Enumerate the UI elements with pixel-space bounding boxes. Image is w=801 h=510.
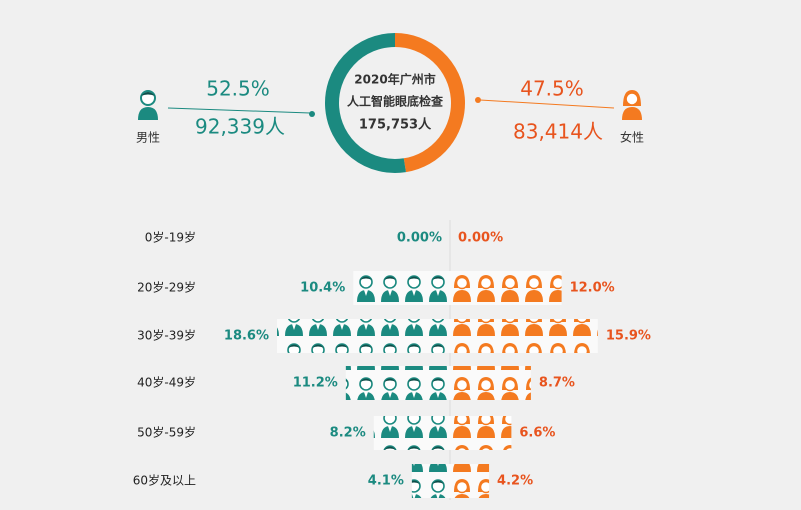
value-label: 12.0% [570, 281, 615, 296]
total: 175,753人 [359, 117, 432, 133]
female-count: 83,414人 [513, 120, 603, 144]
pictogram-bar [277, 319, 450, 353]
value-label: 15.9% [606, 329, 651, 344]
female-icon [622, 90, 642, 120]
pictogram-bar [450, 366, 531, 400]
pictogram-bar [450, 271, 562, 305]
age-label: 20岁-29岁 [137, 280, 196, 295]
pictogram-bar [411, 464, 450, 498]
male-count: 92,339人 [195, 115, 285, 139]
male-connector [167, 107, 311, 114]
male-share: 52.5% [206, 77, 270, 101]
age-label: 0岁-19岁 [145, 230, 196, 245]
value-label: 10.4% [300, 281, 345, 296]
value-label: 8.7% [539, 376, 575, 391]
female-connector [479, 99, 615, 109]
value-label: 11.2% [293, 376, 338, 391]
age-label: 40岁-49岁 [137, 375, 196, 390]
value-label: 4.1% [368, 474, 404, 489]
age-label: 50岁-59岁 [137, 425, 196, 440]
value-label: 0.00% [397, 231, 442, 246]
value-label: 4.2% [497, 474, 533, 489]
donut-segment [325, 33, 406, 173]
male-label: 男性 [136, 131, 160, 145]
title: 2020年广州市 [354, 72, 435, 87]
value-label: 8.2% [330, 426, 366, 441]
age-label: 30岁-39岁 [137, 328, 196, 343]
pictogram-bar [450, 319, 598, 353]
pictogram-bar [450, 464, 490, 498]
donut-segment [394, 33, 465, 173]
female-dot [475, 97, 481, 103]
value-label: 0.00% [458, 231, 503, 246]
male-dot [309, 111, 315, 117]
value-label: 6.6% [519, 426, 555, 441]
pictogram-bar [450, 416, 512, 450]
pictogram-bar [353, 271, 450, 305]
pictogram-bar [345, 366, 450, 400]
subtitle: 人工智能眼底检查 [347, 94, 444, 109]
age-label: 60岁及以上 [133, 473, 196, 488]
female-label: 女性 [620, 130, 644, 145]
value-label: 18.6% [224, 329, 269, 344]
female-share: 47.5% [520, 77, 584, 101]
male-icon [138, 90, 158, 120]
pictogram-bar [373, 416, 450, 450]
